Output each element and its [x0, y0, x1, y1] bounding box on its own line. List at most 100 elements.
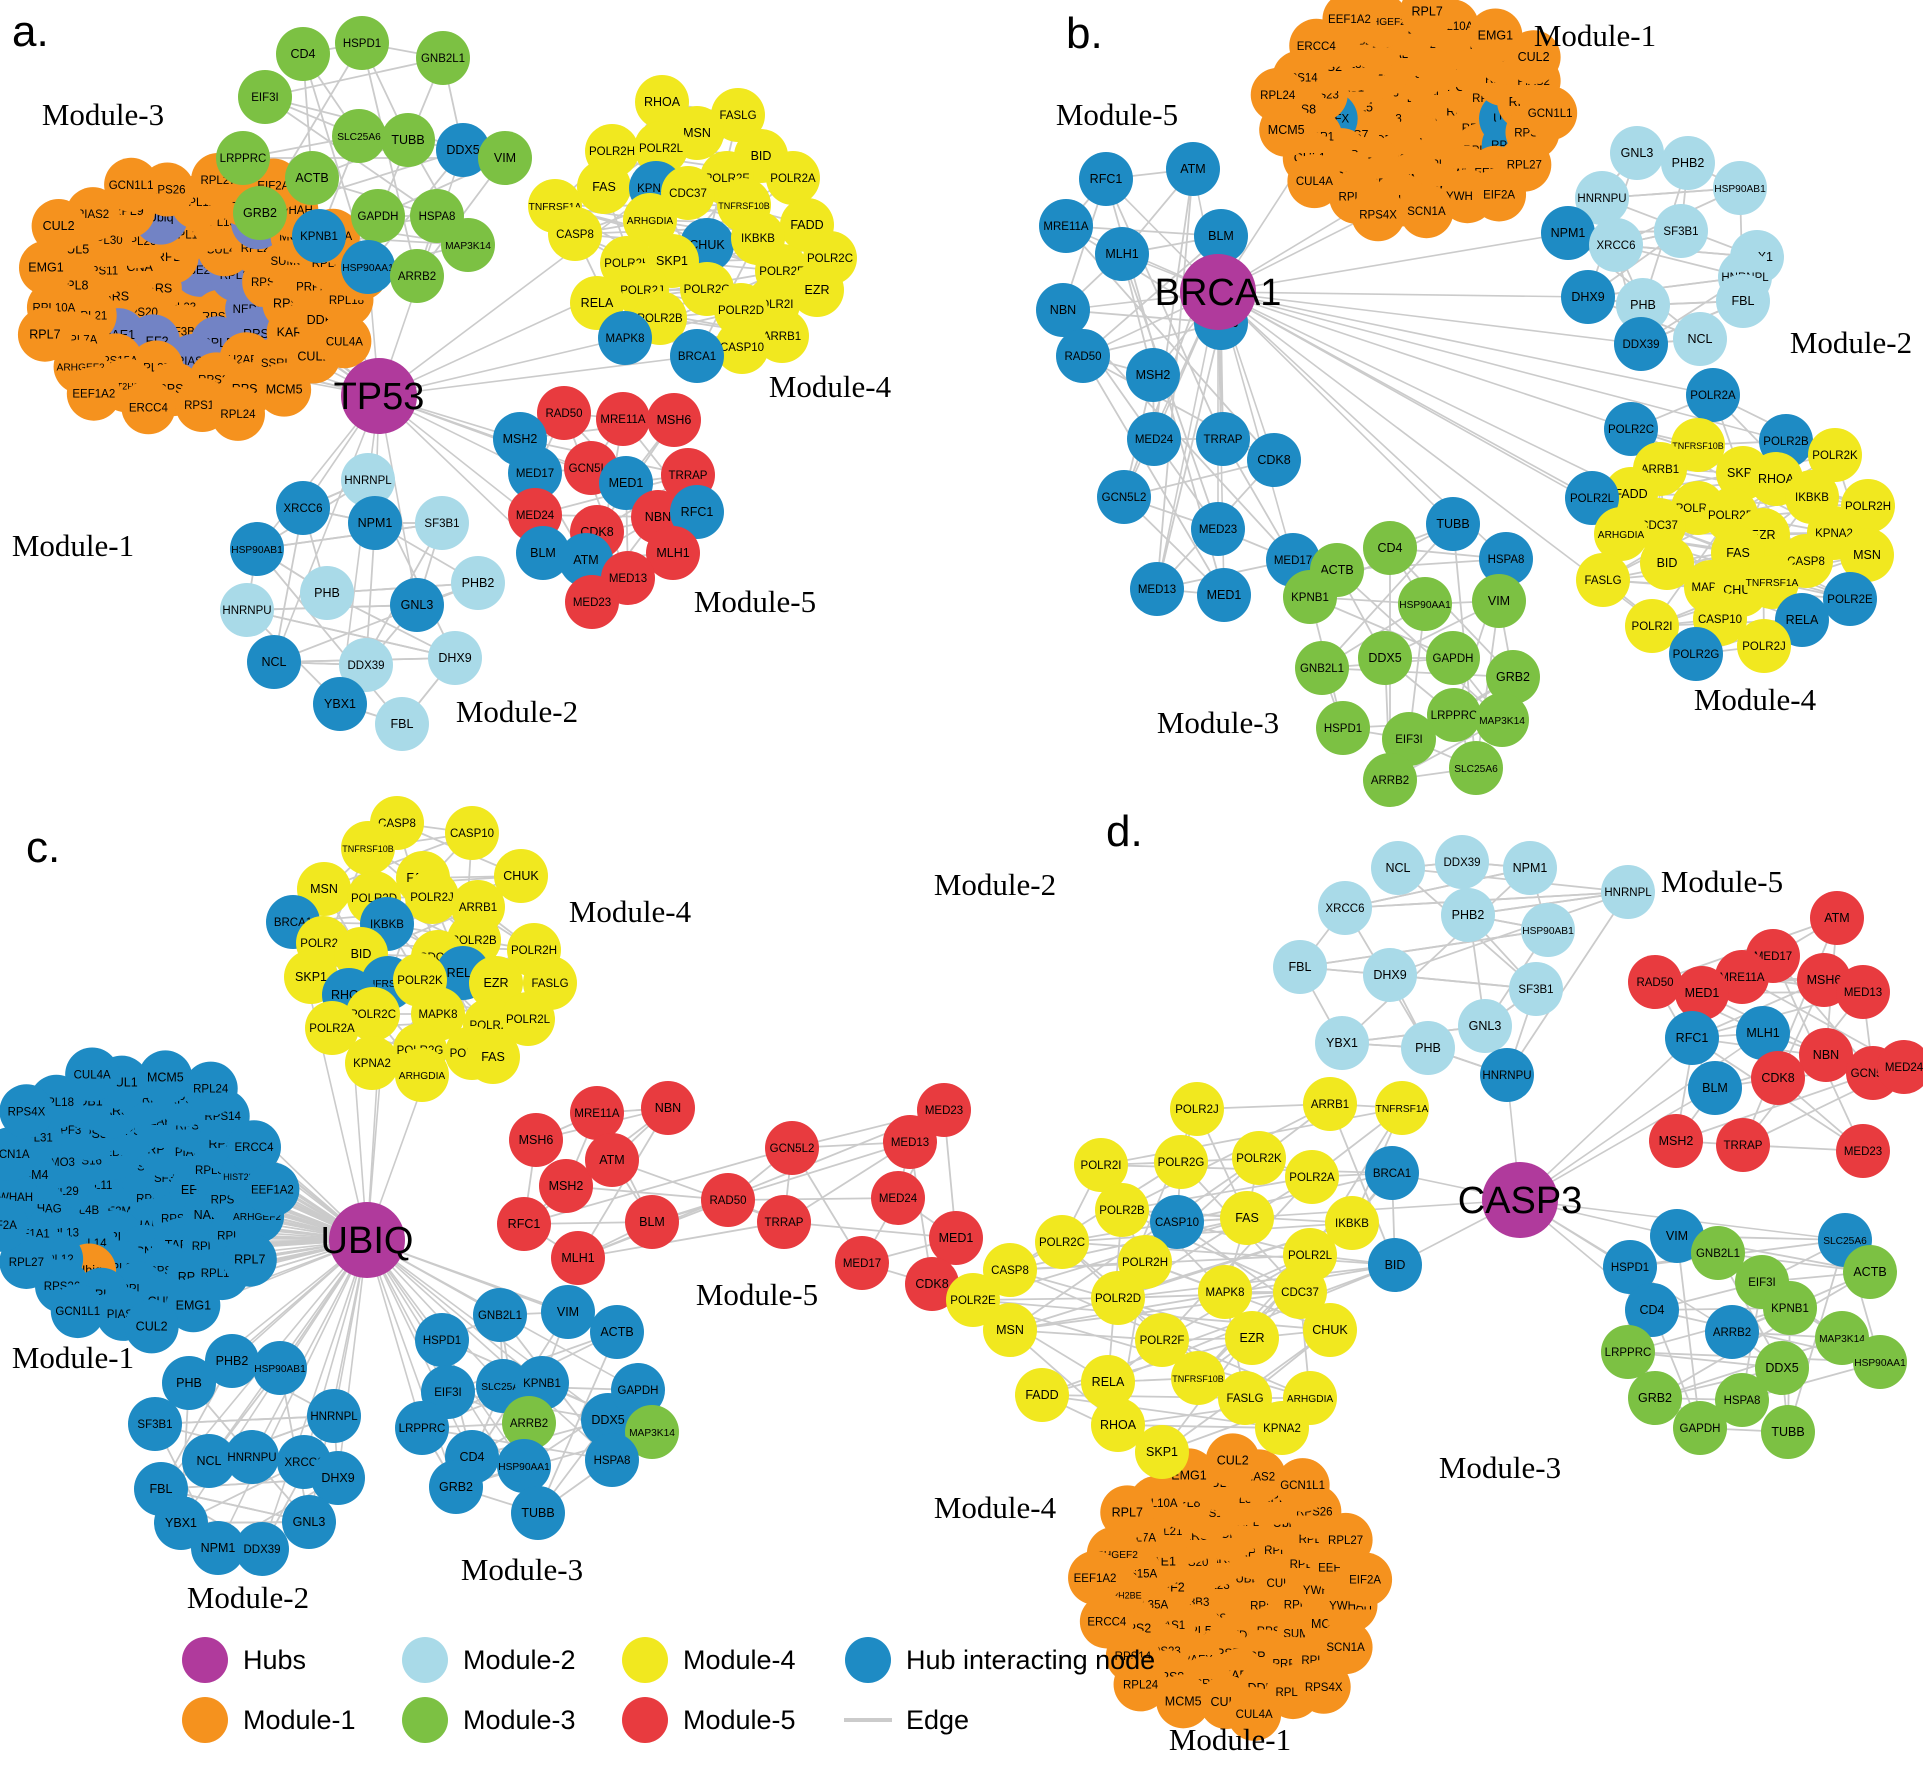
- node-gapdh[interactable]: GAPDH: [1426, 631, 1480, 685]
- node-polr2b[interactable]: POLR2B: [1095, 1183, 1149, 1237]
- node-gnl3[interactable]: GNL3: [1610, 126, 1664, 180]
- node-vim[interactable]: VIM: [541, 1285, 595, 1339]
- node-tubb[interactable]: TUBB: [1426, 497, 1480, 551]
- node-fas[interactable]: FAS: [577, 160, 631, 214]
- hub-ubiq[interactable]: UBIQ: [321, 1202, 414, 1278]
- node-eef1a2[interactable]: EEF1A2: [245, 1162, 300, 1217]
- node-hnrnpu[interactable]: HNRNPU: [1480, 1048, 1534, 1102]
- node-xrcc6[interactable]: XRCC6: [1589, 218, 1643, 272]
- node-kpnb1[interactable]: KPNB1: [1283, 570, 1337, 624]
- node-hnrnpu[interactable]: HNRNPU: [225, 1430, 279, 1484]
- node-eef1a2[interactable]: EEF1A2: [66, 366, 121, 421]
- node-fbl[interactable]: FBL: [1716, 274, 1770, 328]
- node-rps4x[interactable]: RPS4X: [0, 1084, 54, 1139]
- node-hsp90aa1[interactable]: HSP90AA1: [497, 1439, 551, 1493]
- node-trrap[interactable]: TRRAP: [1196, 412, 1250, 466]
- node-msh6[interactable]: MSH6: [509, 1113, 563, 1167]
- node-med17[interactable]: MED17: [835, 1236, 889, 1290]
- node-rpl24[interactable]: RPL24: [183, 1061, 238, 1116]
- node-arrb2[interactable]: ARRB2: [1705, 1305, 1759, 1359]
- node-polr2a[interactable]: POLR2A: [1285, 1150, 1339, 1204]
- node-brca1[interactable]: BRCA1: [670, 329, 724, 383]
- node-nbn[interactable]: NBN: [1799, 1028, 1853, 1082]
- node-gapdh[interactable]: GAPDH: [1673, 1401, 1727, 1455]
- node-ncl[interactable]: NCL: [1673, 312, 1727, 366]
- node-hspd1[interactable]: HSPD1: [415, 1313, 469, 1367]
- node-atm[interactable]: ATM: [1810, 891, 1864, 945]
- node-kpnb1[interactable]: KPNB1: [1763, 1281, 1817, 1335]
- hub-brca1[interactable]: BRCA1: [1155, 254, 1282, 330]
- node-gnb2l1[interactable]: GNB2L1: [1295, 641, 1349, 695]
- node-grb2[interactable]: GRB2: [233, 186, 287, 240]
- node-phb[interactable]: PHB: [1401, 1021, 1455, 1075]
- node-gnl3[interactable]: GNL3: [390, 578, 444, 632]
- node-actb[interactable]: ACTB: [590, 1305, 644, 1359]
- node-med1[interactable]: MED1: [1675, 966, 1729, 1020]
- node-gcn1l1[interactable]: GCN1L1: [50, 1284, 105, 1339]
- node-cd4[interactable]: CD4: [1363, 521, 1417, 575]
- node-faslg[interactable]: FASLG: [1576, 553, 1630, 607]
- node-gcn1l1[interactable]: GCN1L1: [1523, 86, 1578, 141]
- node-msh2[interactable]: MSH2: [1649, 1114, 1703, 1168]
- node-scn1a[interactable]: SCN1A: [1399, 184, 1454, 239]
- node-nbn[interactable]: NBN: [1036, 283, 1090, 337]
- node-xrcc6[interactable]: XRCC6: [1318, 881, 1372, 935]
- node-gcn1l1[interactable]: GCN1L1: [104, 157, 159, 212]
- node-cul4a[interactable]: CUL4A: [1287, 154, 1342, 209]
- node-tnfrsf10b[interactable]: TNFRSF10B: [341, 821, 395, 875]
- node-chuk[interactable]: CHUK: [1303, 1303, 1357, 1357]
- node-cdk8[interactable]: CDK8: [1247, 433, 1301, 487]
- node-polr2j[interactable]: POLR2J: [1737, 619, 1791, 673]
- node-mlh1[interactable]: MLH1: [551, 1231, 605, 1285]
- node-fadd[interactable]: FADD: [1015, 1368, 1069, 1422]
- node-sf3b1[interactable]: SF3B1: [1654, 204, 1708, 258]
- node-ybx1[interactable]: YBX1: [313, 677, 367, 731]
- node-fas[interactable]: FAS: [466, 1030, 520, 1084]
- node-fbl[interactable]: FBL: [1273, 940, 1327, 994]
- node-cul2[interactable]: CUL2: [31, 199, 86, 254]
- node-tnfrsf1a[interactable]: TNFRSF1A: [1375, 1081, 1429, 1135]
- node-ddx5[interactable]: DDX5: [1358, 631, 1412, 685]
- node-grb2[interactable]: GRB2: [429, 1460, 483, 1514]
- node-gcn5l2[interactable]: GCN5L2: [1097, 470, 1151, 524]
- node-eef1a2[interactable]: EEF1A2: [1068, 1550, 1123, 1605]
- node-polr2j[interactable]: POLR2J: [1170, 1082, 1224, 1136]
- node-polr2j[interactable]: POLR2J: [405, 870, 459, 924]
- node-kpna2[interactable]: KPNA2: [345, 1036, 399, 1090]
- node-mre11a[interactable]: MRE11A: [1039, 199, 1093, 253]
- node-rps4x[interactable]: RPS4X: [1351, 187, 1406, 242]
- node-med24[interactable]: MED24: [1127, 412, 1181, 466]
- node-mapk8[interactable]: MAPK8: [1198, 1265, 1252, 1319]
- node-hsp90ab1[interactable]: HSP90AB1: [1713, 161, 1767, 215]
- node-arrb1[interactable]: ARRB1: [1303, 1077, 1357, 1131]
- node-slc25a6[interactable]: SLC25A6: [1449, 741, 1503, 795]
- node-polr2d[interactable]: POLR2D: [1091, 1271, 1145, 1325]
- node-xrcc6[interactable]: XRCC6: [276, 481, 330, 535]
- node-dhx9[interactable]: DHX9: [428, 631, 482, 685]
- node-lrpprc[interactable]: LRPPRC: [395, 1401, 449, 1455]
- node-polr2e[interactable]: POLR2E: [1823, 572, 1877, 626]
- node-med1[interactable]: MED1: [929, 1211, 983, 1265]
- node-phb2[interactable]: PHB2: [1441, 888, 1495, 942]
- node-dhx9[interactable]: DHX9: [1561, 270, 1615, 324]
- node-polr2e[interactable]: POLR2E: [946, 1273, 1000, 1327]
- node-npm1[interactable]: NPM1: [1503, 841, 1557, 895]
- node-rpl7[interactable]: RPL7: [1100, 1485, 1155, 1540]
- node-trrap[interactable]: TRRAP: [1716, 1118, 1770, 1172]
- node-tubb[interactable]: TUBB: [1761, 1405, 1815, 1459]
- node-cul4a[interactable]: CUL4A: [65, 1047, 120, 1102]
- node-sf3b1[interactable]: SF3B1: [1509, 962, 1563, 1016]
- node-tubb[interactable]: TUBB: [511, 1486, 565, 1540]
- node-hsp90ab1[interactable]: HSP90AB1: [253, 1341, 307, 1395]
- node-vim[interactable]: VIM: [1472, 574, 1526, 628]
- node-map3k14[interactable]: MAP3K14: [1475, 693, 1529, 747]
- hub-casp3[interactable]: CASP3: [1458, 1162, 1583, 1238]
- node-kpna2[interactable]: KPNA2: [1255, 1401, 1309, 1455]
- node-cd4[interactable]: CD4: [276, 27, 330, 81]
- node-fbl[interactable]: FBL: [375, 697, 429, 751]
- node-arhgdia[interactable]: ARHGDIA: [1594, 507, 1648, 561]
- node-gnl3[interactable]: GNL3: [1458, 999, 1512, 1053]
- node-rpl24[interactable]: RPL24: [210, 386, 265, 441]
- node-ncl[interactable]: NCL: [1371, 841, 1425, 895]
- node-npm1[interactable]: NPM1: [348, 496, 402, 550]
